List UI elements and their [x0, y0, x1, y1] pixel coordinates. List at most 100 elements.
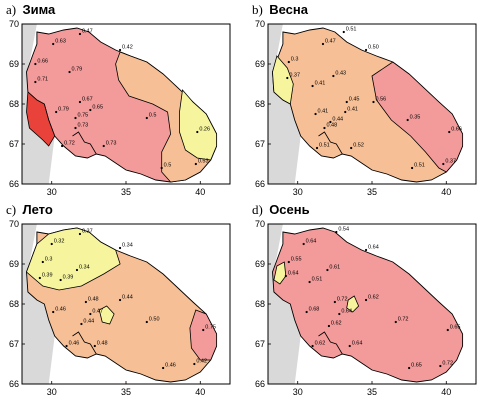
station-point: [332, 74, 335, 78]
station-value: 0.68: [309, 307, 320, 313]
station-value: 0.48: [97, 341, 108, 347]
station-value: 0.41: [318, 109, 329, 115]
station-point: [335, 230, 338, 234]
station-point: [75, 268, 79, 272]
map-svg: 70 69 68 67 66 30 35 40 0.37 0.32 0.34 0.3 0.34 0.39 0…: [9, 219, 231, 397]
x-tick-label: 35: [367, 387, 377, 397]
zone-low: [98, 305, 115, 325]
x-tick-label: 30: [47, 387, 57, 397]
station-point: [442, 162, 445, 166]
y-tick-label: 70: [255, 219, 265, 229]
station-value: 0.64: [352, 341, 363, 347]
y-tick-label: 66: [9, 179, 19, 189]
station-value: 0.72: [64, 141, 75, 147]
panel-summer: c) Лето 70 69 68 67 66 30 35 40 0.37 0.32 0.34 0.3 0…: [0, 200, 246, 400]
station-point: [286, 76, 289, 80]
station-value: 0.52: [353, 143, 364, 149]
station-value: 0.48: [88, 297, 99, 303]
x-tick-label: 40: [195, 187, 205, 197]
station-point: [65, 344, 68, 348]
station-point: [411, 166, 414, 170]
station-value: 0.62: [331, 321, 342, 327]
station-point: [118, 298, 122, 302]
y-tick-label: 70: [9, 219, 19, 229]
zone-low: [346, 295, 360, 313]
station-value: 0.66: [451, 127, 462, 133]
station-point: [193, 362, 196, 366]
station-value: 0.47: [82, 29, 93, 35]
zone-high: [371, 61, 463, 173]
neighbor-land: [22, 224, 55, 384]
x-tick-label: 35: [121, 387, 131, 397]
station-point: [327, 324, 331, 328]
station-point: [145, 320, 148, 324]
station-value: 0.35: [410, 115, 421, 121]
station-value: 0.73: [106, 141, 117, 147]
station-point: [93, 344, 96, 348]
zone-low: [179, 89, 217, 161]
station-point: [284, 274, 287, 278]
y-tick-label: 67: [9, 139, 19, 149]
station-value: 0.64: [341, 309, 352, 315]
x-tick-label: 40: [441, 187, 451, 197]
station-point: [84, 300, 87, 304]
station-point: [41, 260, 44, 264]
station-point: [326, 268, 329, 272]
station-value: 0.65: [450, 325, 461, 331]
station-point: [38, 276, 41, 280]
station-value: 0.64: [288, 271, 299, 277]
station-value: 0.56: [375, 97, 386, 103]
station-value: 0.5: [149, 113, 157, 119]
station-value: 0.37: [445, 159, 456, 165]
station-value: 0.32: [54, 239, 65, 245]
y-tick-label: 66: [255, 379, 265, 389]
y-tick-label: 68: [9, 299, 19, 309]
panel-season: Весна: [269, 2, 308, 17]
station-value: 0.53: [198, 159, 209, 165]
station-point: [364, 248, 368, 252]
coast-line: [72, 131, 97, 155]
panel-title: a) Зима: [6, 2, 55, 18]
x-tick-label: 30: [47, 187, 57, 197]
station-point: [287, 260, 290, 264]
y-tick-label: 67: [255, 139, 265, 149]
station-point: [345, 100, 348, 104]
station-point: [118, 246, 122, 250]
station-value: 0.47: [325, 39, 336, 45]
station-value: 0.62: [368, 295, 379, 301]
station-value: 0.75: [77, 113, 88, 119]
station-value: 0.50: [149, 317, 160, 323]
y-tick-label: 69: [9, 259, 19, 269]
station-value: 0.34: [122, 243, 133, 249]
station-point: [321, 42, 325, 46]
station-point: [68, 70, 71, 74]
station-value: 0.44: [122, 295, 133, 301]
station-value: 0.51: [346, 27, 357, 33]
station-point: [311, 344, 314, 348]
x-tick-label: 30: [293, 387, 303, 397]
station-value: 0.5: [164, 163, 172, 169]
station-point: [350, 146, 353, 150]
map-svg: 70 69 68 67 66 30 35 40 0.51 0.47 0.3 0.50 0.37 0.43 0…: [255, 19, 477, 197]
y-tick-label: 69: [9, 59, 19, 69]
station-point: [145, 116, 148, 120]
panel-season: Лето: [22, 202, 53, 217]
station-value: 0.51: [414, 163, 425, 169]
station-value: 0.43: [335, 71, 346, 77]
y-tick-label: 69: [255, 59, 265, 69]
neighbor-land: [268, 224, 301, 384]
panel-letter: d): [252, 202, 263, 217]
panel-winter: a) Зима 70 69 68 67 66 30 35 40 0.47 0.63 0.42 0.66…: [0, 0, 246, 200]
x-tick-label: 35: [121, 187, 131, 197]
station-value: 0.64: [306, 239, 317, 245]
zone-low: [26, 227, 121, 291]
station-value: 0.73: [77, 123, 88, 129]
station-point: [439, 364, 442, 368]
map-svg: 70 69 68 67 66 30 35 40 0.47 0.63 0.42 0.66 0.79 0.71…: [9, 19, 231, 197]
station-point: [448, 130, 451, 134]
y-tick-label: 66: [9, 379, 19, 389]
station-value: 0.39: [63, 275, 74, 281]
station-point: [344, 110, 347, 114]
y-tick-label: 66: [255, 179, 265, 189]
x-tick-label: 40: [195, 387, 205, 397]
